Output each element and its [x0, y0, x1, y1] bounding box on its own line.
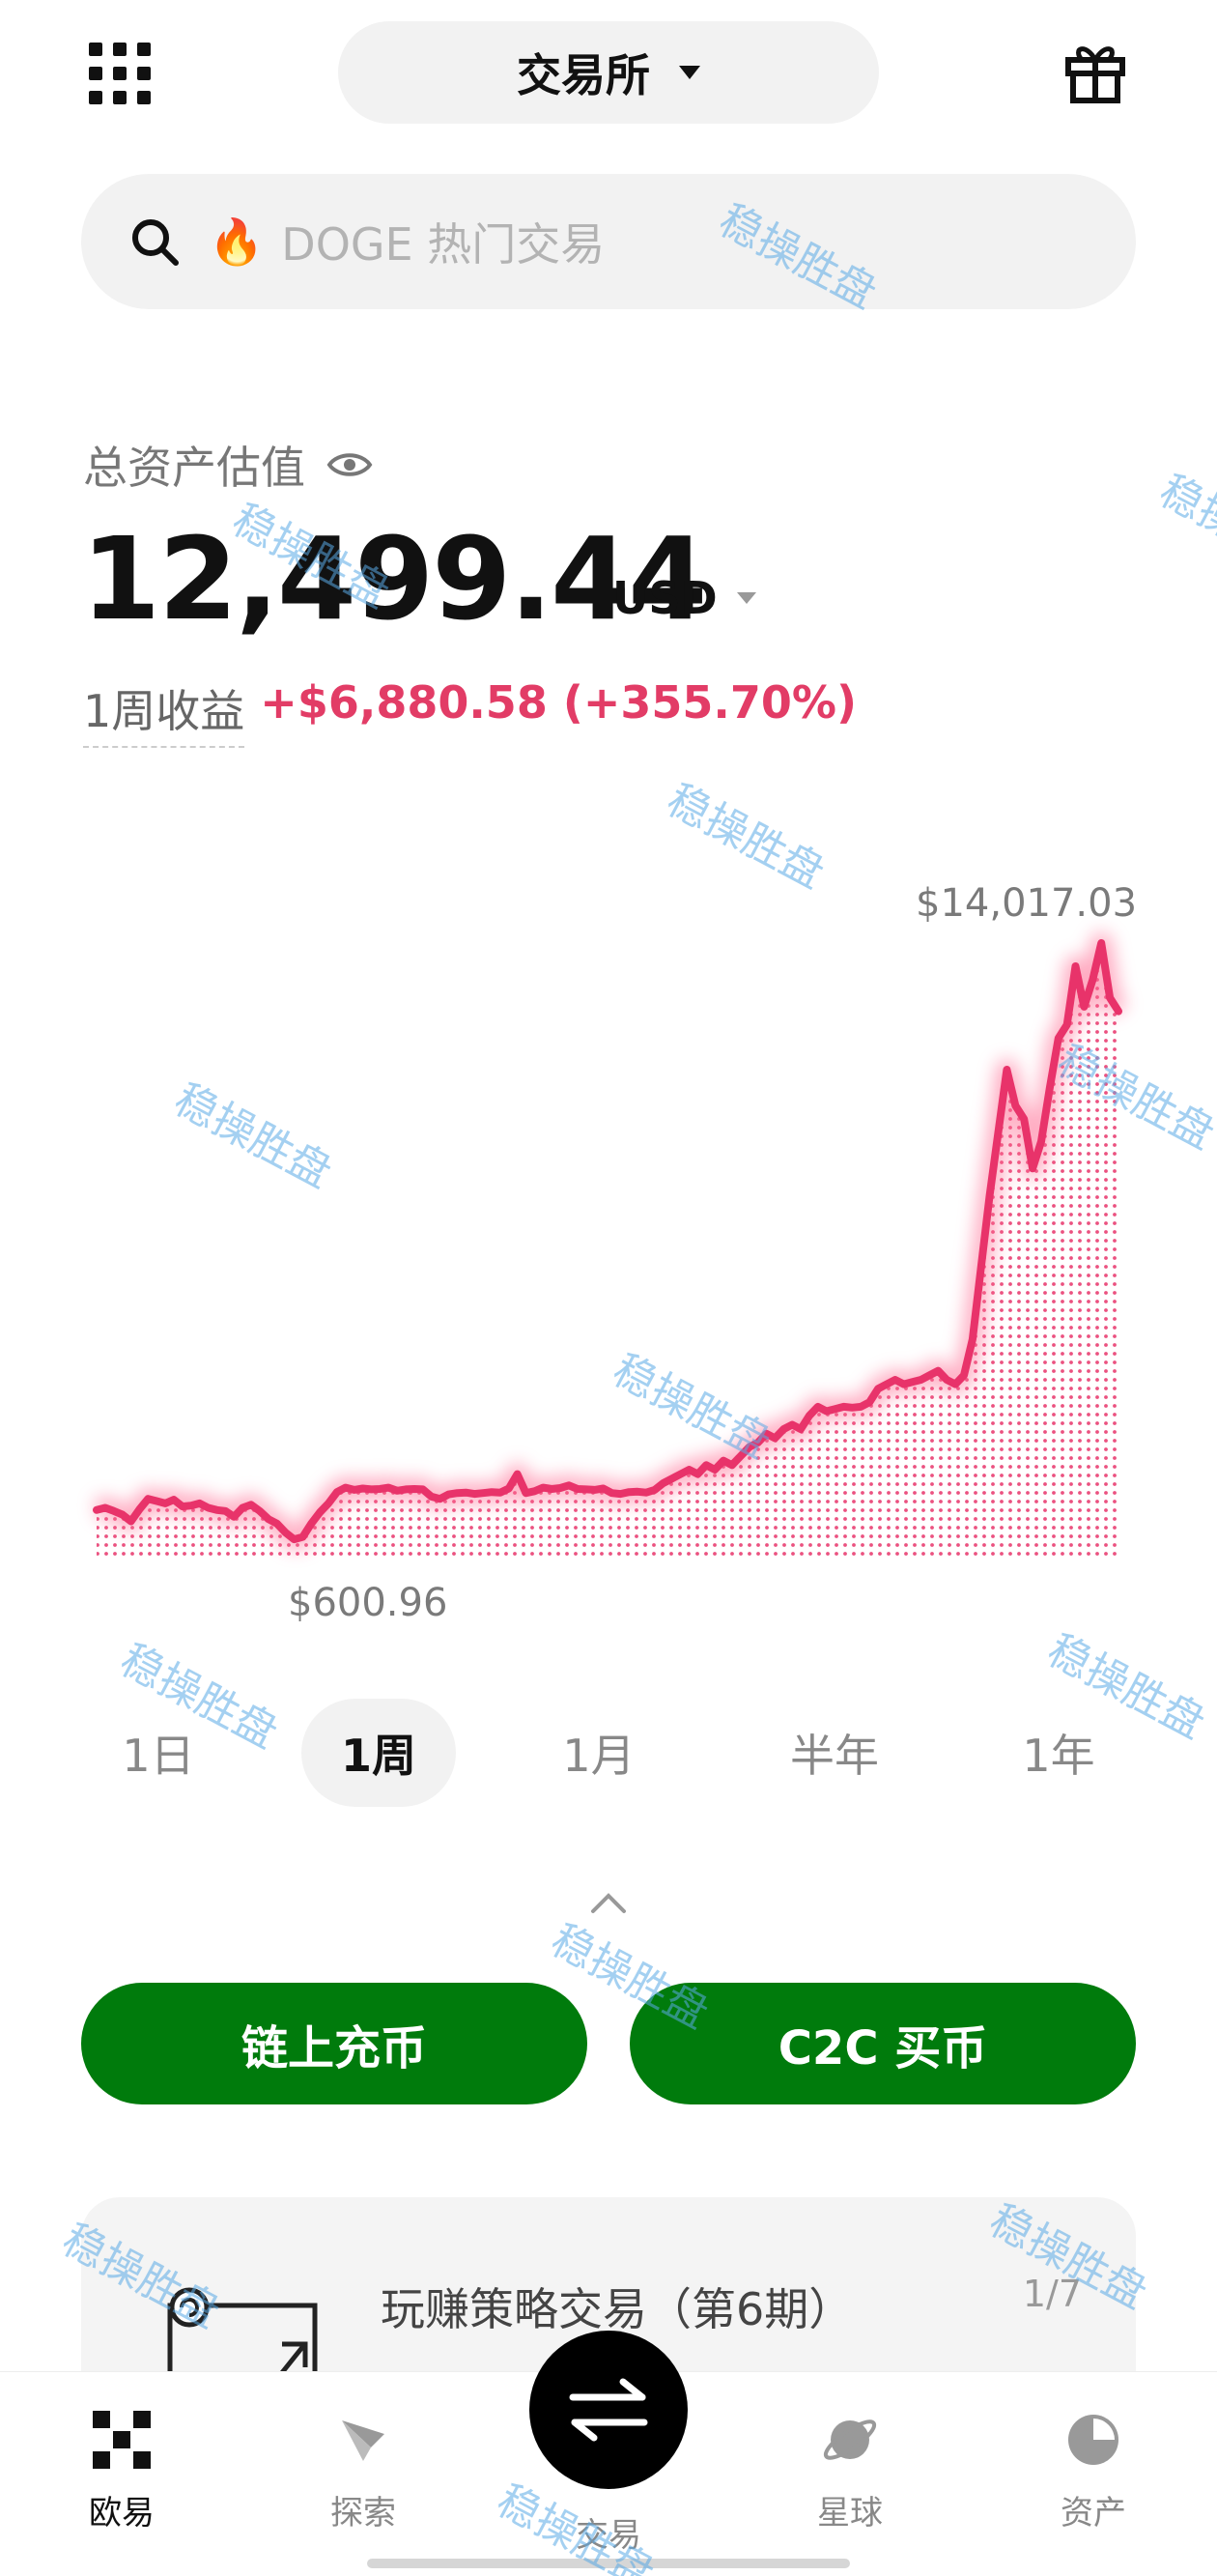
pie-chart-icon — [1068, 2415, 1118, 2465]
caret-down-icon — [736, 592, 756, 604]
watermark: 稳操胜盘 — [1151, 466, 1217, 589]
exchange-selector[interactable]: 交易所 — [338, 21, 879, 124]
tab-6m[interactable]: 半年 — [790, 1730, 879, 1782]
tab-1m[interactable]: 1月 — [562, 1730, 636, 1782]
promo-pager: 1/7 — [1022, 2273, 1082, 2315]
chart-area — [97, 943, 1118, 1558]
nav-home[interactable]: 欧易 — [44, 2411, 199, 2556]
nav-trade-label[interactable]: 交易 — [576, 2516, 641, 2555]
nav-assets[interactable]: 资产 — [1016, 2411, 1171, 2556]
nav-home-label: 欧易 — [89, 2494, 155, 2533]
nav-planet-label: 星球 — [817, 2494, 883, 2533]
okx-logo-icon — [93, 2411, 151, 2469]
chart-min-label: $600.96 — [288, 1581, 448, 1625]
nav-explore-label: 探索 — [330, 2494, 396, 2533]
chart-max-label: $14,017.03 — [916, 881, 1138, 926]
gift-icon[interactable] — [1062, 39, 1128, 104]
eye-icon[interactable] — [326, 449, 373, 480]
balance-label-row: 总资产估值 — [83, 433, 373, 497]
nav-explore[interactable]: 探索 — [286, 2411, 440, 2556]
fire-icon: 🔥 — [209, 215, 265, 268]
weekly-pnl: 1周收益 +$6,880.58 (+355.70%) — [83, 676, 857, 748]
balance-label: 总资产估值 — [83, 442, 305, 494]
compass-icon — [342, 2420, 384, 2461]
search-placeholder: DOGE 热门交易 — [281, 218, 606, 271]
chart-line — [93, 939, 1122, 1544]
asset-chart[interactable] — [0, 908, 1217, 1585]
search-bar[interactable]: 🔥 DOGE 热门交易 — [81, 174, 1136, 309]
search-icon — [132, 219, 179, 266]
currency-label: USD — [612, 572, 718, 624]
onchain-deposit-button[interactable]: 链上充币 — [81, 1983, 587, 2104]
currency-selector[interactable]: USD — [612, 572, 756, 624]
nav-planet[interactable]: 星球 — [773, 2411, 927, 2556]
caret-down-icon — [679, 66, 700, 79]
tab-1d[interactable]: 1日 — [122, 1730, 195, 1782]
exchange-label: 交易所 — [517, 49, 650, 101]
promo-title: 玩赚策略交易（第6期） — [381, 2283, 854, 2335]
grid-menu-icon[interactable] — [89, 43, 151, 104]
balance-value: 12,499.44 — [81, 512, 707, 645]
pnl-label[interactable]: 1周收益 — [83, 676, 245, 748]
home-indicator — [367, 2559, 850, 2568]
watermark: 稳操胜盘 — [659, 775, 833, 899]
planet-icon — [823, 2419, 877, 2460]
pnl-value: +$6,880.58 (+355.70%) — [260, 676, 858, 729]
chevron-up-icon[interactable] — [589, 1890, 628, 1915]
swap-icon — [569, 2378, 648, 2442]
nav-assets-label: 资产 — [1061, 2494, 1126, 2533]
c2c-buy-button[interactable]: C2C 买币 — [630, 1983, 1136, 2104]
tab-1w[interactable]: 1周 — [301, 1699, 456, 1807]
tab-1y[interactable]: 1年 — [1022, 1730, 1095, 1782]
period-tabs: 1日 1周 1月 半年 1年 — [81, 1699, 1136, 1807]
trade-fab[interactable] — [529, 2331, 688, 2489]
